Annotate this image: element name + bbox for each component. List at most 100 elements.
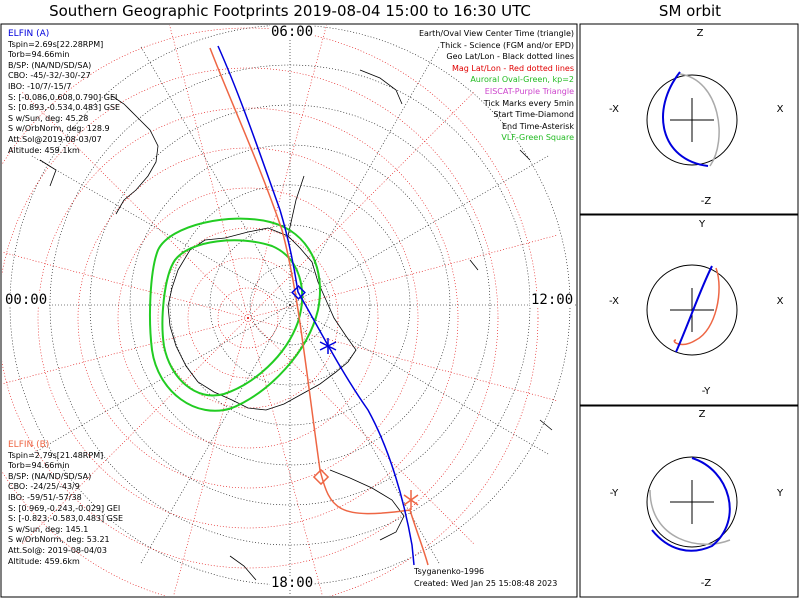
sm1-orbit-b bbox=[679, 73, 720, 167]
legend-item: Geo Lat/Lon - Black dotted lines bbox=[446, 52, 574, 62]
elfin-b-line: Tspin=2.79s[21.48RPM] bbox=[8, 450, 104, 460]
elfin-a-line: B/SP: (NA/ND/SD/SA) bbox=[8, 60, 92, 70]
grid-meridian bbox=[21, 317, 249, 545]
grid-meridian bbox=[247, 25, 327, 319]
grid-meridian bbox=[30, 304, 291, 456]
sm3-orbit-a bbox=[651, 457, 731, 552]
sm-orbit-panel-3 bbox=[646, 456, 738, 552]
legend-item: VLF-Green Square bbox=[501, 133, 574, 143]
africa-coast bbox=[359, 69, 403, 105]
elfin-a-line: Altitude: 459.1km bbox=[8, 145, 80, 155]
elfin-a-line: IBO: -10/7/-15/7 bbox=[8, 81, 72, 91]
grid-meridian bbox=[289, 154, 550, 306]
sm3-label-top: Z bbox=[698, 409, 706, 420]
sm2-label-right: X bbox=[776, 296, 784, 307]
elfin-b-line: S w/Sun, deg: 145.1 bbox=[8, 524, 89, 534]
grid-meridian bbox=[173, 317, 249, 596]
grid-meridian bbox=[139, 45, 291, 306]
elfin-a-info: ELFIN (A) Tspin=2.69s[22.28RPM] Torb=94.… bbox=[8, 29, 120, 156]
elfin-b-line: IBO: -59/51/-57/38 bbox=[8, 492, 82, 502]
clock-label-bottom: 18:00 bbox=[270, 575, 315, 591]
elfin-a-line: S w/Sun, deg: 45.28 bbox=[8, 113, 89, 123]
grid-meridian bbox=[247, 317, 323, 596]
sm-orbit-title: SM orbit bbox=[658, 2, 722, 20]
elfin-a-line: Torb=94.66min bbox=[8, 50, 70, 60]
grid-circle bbox=[209, 224, 371, 386]
sm2-label-top: Y bbox=[698, 219, 706, 230]
legend-item: Auroral Oval-Green, kp=2 bbox=[470, 75, 574, 85]
grid-circle bbox=[37, 107, 459, 529]
clock-label-top: 06:00 bbox=[270, 24, 315, 40]
legend-item: Mag Lat/Lon - Red dotted lines bbox=[451, 63, 574, 73]
elfin-a-line: Att.Sol@2019-08-03/07 bbox=[8, 134, 102, 144]
legend-item: End Time-Asterisk bbox=[501, 121, 574, 131]
elfin-a-line: CBO: -45/-32/-30/-27 bbox=[8, 71, 91, 81]
elfin-a-line: S w/OrbNorm, deg: 128.9 bbox=[8, 124, 110, 134]
nz-coast bbox=[229, 555, 257, 581]
elfin-a-line: S: [0.893,-0.534,0.483] GSE bbox=[8, 103, 121, 113]
elfin-b-info: ELFIN (B) Tspin=2.79s[21.48RPM] Torb=94.… bbox=[8, 440, 123, 567]
islands bbox=[39, 149, 553, 431]
grid-circle bbox=[89, 104, 491, 506]
legend-item: Tick Marks every 5min bbox=[483, 98, 574, 108]
sm1-label-top: Z bbox=[696, 28, 704, 39]
elfin-a-footprint-line bbox=[217, 45, 415, 566]
sm1-label-right: X bbox=[776, 104, 784, 115]
grid-circle bbox=[117, 187, 379, 449]
legend-item: Earth/Oval View Center Time (triangle) bbox=[418, 29, 574, 38]
elfin-b-line: B/SP: (NA/ND/SD/SA) bbox=[8, 471, 92, 481]
auroral-oval bbox=[149, 217, 321, 412]
clock-label-right: 12:00 bbox=[530, 292, 575, 308]
elfin-b-footprint-line bbox=[209, 47, 429, 566]
created-label: Created: Wed Jan 25 15:08:48 2023 bbox=[414, 579, 558, 588]
elfin-b-line: S: [0.969,-0.243,-0.029] GEI bbox=[8, 503, 121, 513]
legend-item: Start Time-Diamond bbox=[493, 110, 574, 120]
elfin-a-line: Tspin=2.69s[22.28RPM] bbox=[8, 39, 104, 49]
sm3-label-left: -Y bbox=[609, 488, 619, 499]
model-label: Tsyganenko-1996 bbox=[414, 567, 485, 576]
elfin-a-name: ELFIN (A) bbox=[8, 29, 50, 39]
legend-item: EISCAT-Purple Triangle bbox=[484, 86, 574, 96]
south-america-coast bbox=[111, 95, 159, 215]
mag-grid bbox=[2, 25, 558, 596]
grid-circle bbox=[217, 287, 279, 349]
elfin-b-line: Altitude: 459.6km bbox=[8, 556, 80, 566]
clock-label-left: 00:00 bbox=[4, 292, 49, 308]
sm-panel-frame-1 bbox=[579, 23, 799, 215]
auroral-oval-outer bbox=[149, 217, 321, 412]
grid-meridian bbox=[169, 25, 249, 319]
sm2-label-left: -X bbox=[609, 296, 619, 307]
legend: Earth/Oval View Center Time (triangle) T… bbox=[419, 28, 574, 144]
grid-circle bbox=[2, 67, 499, 569]
elfin-b-track bbox=[209, 47, 429, 566]
sm3-label-bottom: -Z bbox=[700, 578, 712, 589]
elfin-b-line: S w/OrbNorm, deg: 53.21 bbox=[8, 535, 110, 545]
elfin-b-end-asterisk bbox=[403, 490, 419, 510]
grid-meridian bbox=[247, 317, 558, 402]
elfin-b-line: Att.Sol@: 2019-08-04/03 bbox=[8, 545, 107, 555]
australia-coast bbox=[329, 469, 405, 541]
sm1-label-left: -X bbox=[609, 104, 619, 115]
grid-circle bbox=[2, 27, 539, 596]
elfin-a-end-asterisk bbox=[319, 338, 337, 354]
grid-meridian bbox=[289, 45, 441, 306]
grid-meridian bbox=[289, 304, 550, 456]
grid-circle bbox=[77, 147, 419, 489]
antarctica-coast bbox=[167, 227, 357, 411]
coastlines bbox=[39, 69, 553, 581]
elfin-a-start-diamond bbox=[291, 285, 306, 300]
sm2-orbit-a bbox=[675, 265, 713, 353]
sm3-label-right: Y bbox=[776, 488, 784, 499]
auroral-oval-inner bbox=[161, 239, 304, 397]
grid-meridian bbox=[2, 317, 249, 385]
sm2-label-bottom: -Y bbox=[701, 386, 711, 397]
elfin-b-start-diamond bbox=[312, 468, 330, 486]
grid-meridian bbox=[21, 91, 249, 319]
map-frame bbox=[0, 23, 578, 598]
elfin-b-name: ELFIN (B) bbox=[8, 440, 50, 450]
grid-meridian bbox=[247, 317, 475, 545]
sm-orbit-panel-2 bbox=[646, 264, 738, 356]
elfin-a-track bbox=[217, 45, 415, 566]
elfin-b-line: S: [-0.823,-0.583,0.483] GSE bbox=[8, 514, 123, 524]
